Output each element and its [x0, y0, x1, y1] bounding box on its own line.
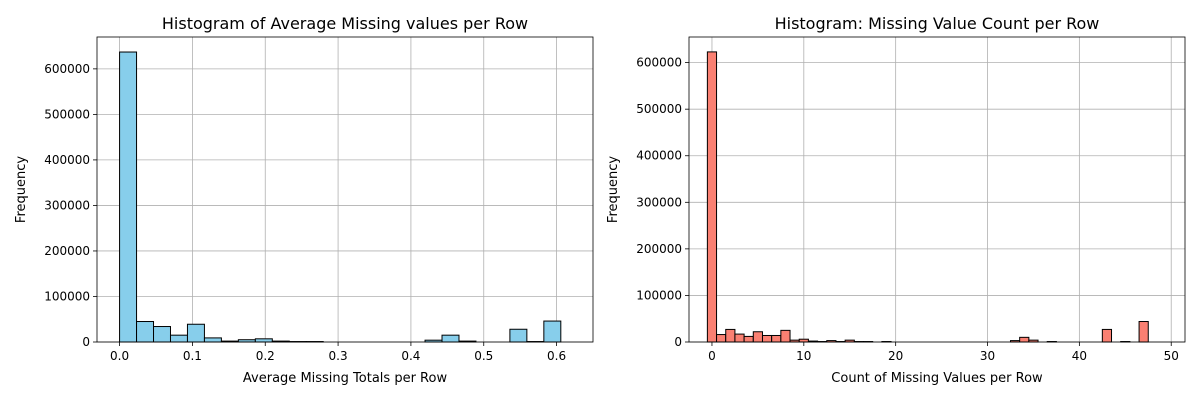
- plot-frame: [688, 36, 1186, 343]
- y-tick-label: 500000: [636, 102, 682, 116]
- histogram-bar: [254, 338, 273, 343]
- y-tick-label: 500000: [44, 107, 90, 121]
- chart-title: Histogram: Missing Value Count per Row: [775, 14, 1100, 33]
- histogram-bar: [543, 320, 562, 343]
- histogram-bar: [798, 338, 809, 343]
- x-tick-label: 50: [1164, 349, 1179, 363]
- histogram-bar: [119, 51, 138, 343]
- histogram-bar: [761, 334, 773, 343]
- y-tick-label: 200000: [44, 244, 90, 258]
- right-histogram-panel: 0 10 20 30 40 50 0 100000 200000 300000 400000 5000…: [606, 14, 1186, 386]
- y-tick-label: 200000: [636, 242, 682, 256]
- histogram-bar: [1019, 336, 1030, 343]
- histogram-bar: [186, 323, 205, 343]
- histogram-bar: [780, 329, 791, 343]
- x-tick-label: 0.2: [256, 349, 275, 363]
- histogram-bar: [441, 334, 460, 343]
- histogram-bar: [771, 334, 782, 343]
- y-tick-label: 0: [82, 335, 90, 349]
- histogram-bar: [509, 328, 528, 343]
- y-tick-label: 0: [674, 335, 682, 349]
- histogram-bar: [153, 326, 171, 343]
- left-histogram-panel: 0.0 0.1 0.2 0.3 0.4 0.5 0.6 0 100000 200000 300000…: [14, 14, 594, 386]
- x-tick-label: 0.3: [329, 349, 348, 363]
- histogram-bar: [169, 334, 188, 343]
- x-tick-label: 0.1: [183, 349, 202, 363]
- plot-frame: [96, 36, 594, 343]
- x-tick-label: 0.4: [401, 349, 420, 363]
- y-tick-label: 300000: [44, 198, 90, 212]
- x-tick-label: 0: [708, 349, 716, 363]
- x-tick-label: 20: [888, 349, 903, 363]
- chart-title: Histogram of Average Missing values per …: [162, 14, 528, 33]
- y-tick-label: 600000: [44, 62, 90, 76]
- y-tick-label: 100000: [44, 289, 90, 303]
- y-tick-label: 400000: [44, 153, 90, 167]
- x-tick-label: 0.5: [474, 349, 493, 363]
- y-tick-label: 400000: [636, 149, 682, 163]
- histogram-bar: [706, 51, 718, 343]
- y-tick-label: 600000: [636, 56, 682, 70]
- histogram-bar: [752, 331, 763, 343]
- x-tick-label: 0.6: [547, 349, 566, 363]
- y-axis-label: Frequency: [606, 156, 621, 223]
- histogram-bar: [203, 337, 222, 343]
- y-tick-label: 300000: [636, 195, 682, 209]
- histogram-bar: [743, 335, 754, 343]
- x-tick-label: 30: [980, 349, 995, 363]
- x-axis-label: Count of Missing Values per Row: [831, 371, 1043, 386]
- histogram-bar: [725, 328, 736, 343]
- histogram-bar: [1138, 321, 1149, 343]
- histogram-bar: [1101, 328, 1113, 343]
- histogram-bar: [716, 334, 727, 343]
- x-tick-label: 0.0: [110, 349, 129, 363]
- x-axis-label: Average Missing Totals per Row: [243, 371, 448, 386]
- x-tick-label: 10: [796, 349, 811, 363]
- x-tick-label: 40: [1072, 349, 1087, 363]
- histogram-bar: [136, 321, 155, 343]
- y-axis-label: Frequency: [14, 156, 29, 223]
- histogram-bar: [734, 333, 745, 343]
- y-tick-label: 100000: [636, 288, 682, 302]
